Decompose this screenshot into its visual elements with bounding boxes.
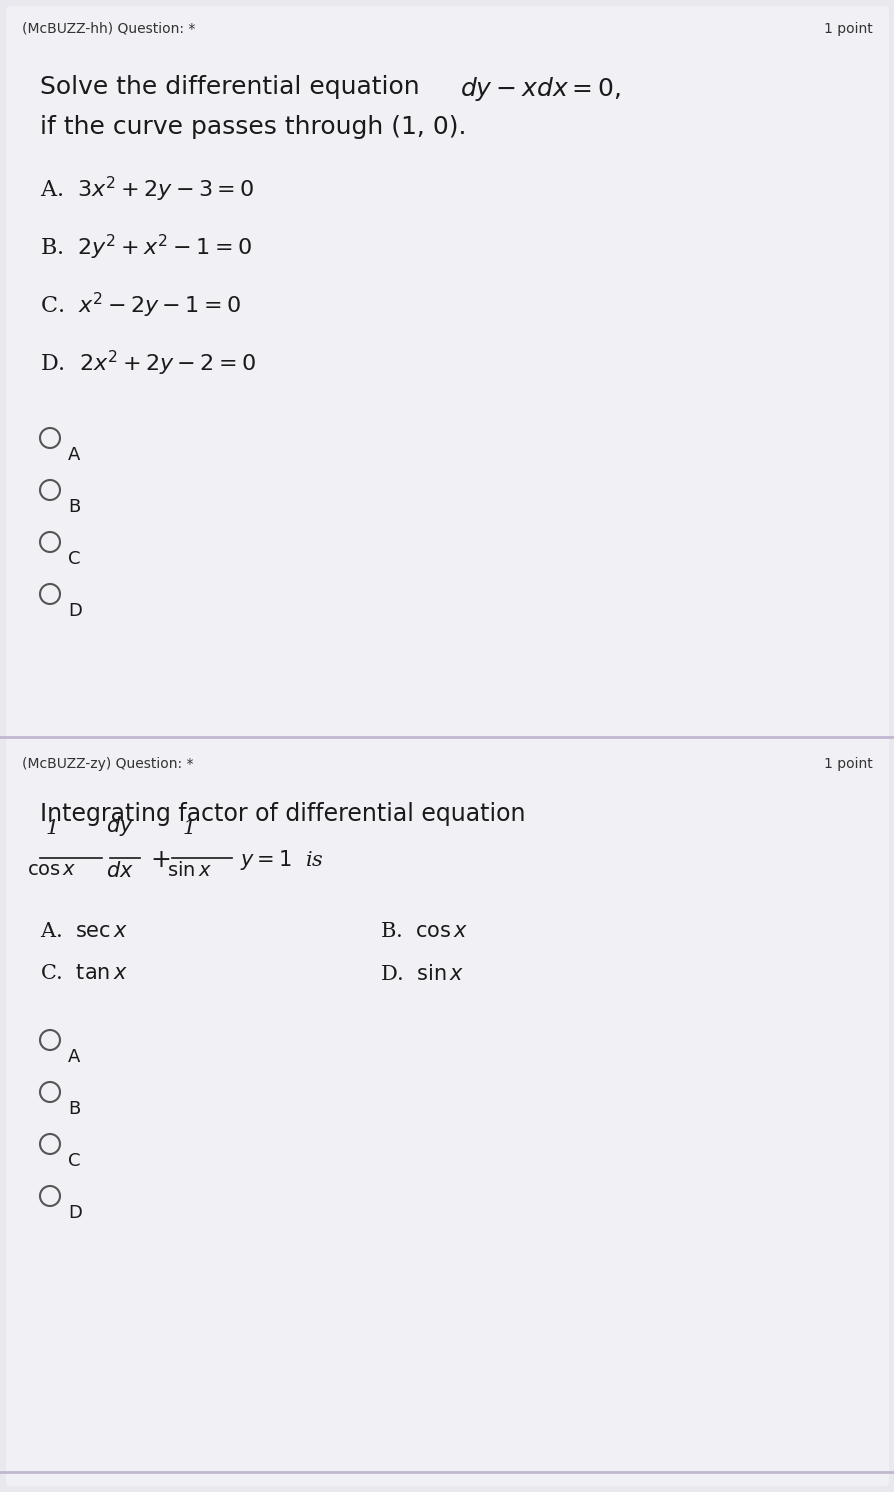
Text: A: A [68, 446, 80, 464]
Text: B.  $\cos x$: B. $\cos x$ [380, 922, 468, 941]
Text: (McBUZZ-hh) Question: *: (McBUZZ-hh) Question: * [22, 22, 195, 36]
Text: B: B [68, 498, 80, 516]
Text: +: + [150, 847, 171, 871]
Text: 1: 1 [46, 819, 59, 839]
Text: D.  $\sin x$: D. $\sin x$ [380, 964, 464, 985]
Text: C.  $x^2 - 2y - 1 = 0$: C. $x^2 - 2y - 1 = 0$ [40, 291, 240, 321]
Text: C: C [68, 1152, 80, 1170]
Text: $\sin x$: $\sin x$ [166, 861, 211, 880]
FancyBboxPatch shape [6, 733, 888, 1486]
FancyBboxPatch shape [6, 6, 888, 745]
Text: 1: 1 [182, 819, 196, 839]
Text: C.  $\tan x$: C. $\tan x$ [40, 964, 128, 983]
Text: 1 point: 1 point [823, 22, 872, 36]
Text: if the curve passes through (1, 0).: if the curve passes through (1, 0). [40, 115, 466, 139]
Text: $dy - xdx = 0,$: $dy - xdx = 0,$ [460, 75, 620, 103]
Text: A.  $3x^2 + 2y - 3 = 0$: A. $3x^2 + 2y - 3 = 0$ [40, 175, 254, 204]
Text: 1 point: 1 point [823, 756, 872, 771]
Text: $dy$: $dy$ [106, 815, 134, 839]
Text: Solve the differential equation: Solve the differential equation [40, 75, 435, 98]
Text: A: A [68, 1047, 80, 1065]
Text: (McBUZZ-zy) Question: *: (McBUZZ-zy) Question: * [22, 756, 193, 771]
Text: C: C [68, 551, 80, 568]
Text: B.  $2y^2 + x^2 - 1 = 0$: B. $2y^2 + x^2 - 1 = 0$ [40, 233, 251, 263]
Text: A.  $\sec x$: A. $\sec x$ [40, 922, 128, 941]
Text: D.  $2x^2 + 2y - 2 = 0$: D. $2x^2 + 2y - 2 = 0$ [40, 349, 256, 377]
Text: $dx$: $dx$ [106, 861, 134, 880]
Text: $y = 1$  is: $y = 1$ is [240, 847, 324, 871]
Text: B: B [68, 1100, 80, 1118]
Text: Integrating factor of differential equation: Integrating factor of differential equat… [40, 803, 525, 827]
Text: D: D [68, 601, 81, 621]
Text: D: D [68, 1204, 81, 1222]
Text: $\cos x$: $\cos x$ [27, 861, 77, 879]
